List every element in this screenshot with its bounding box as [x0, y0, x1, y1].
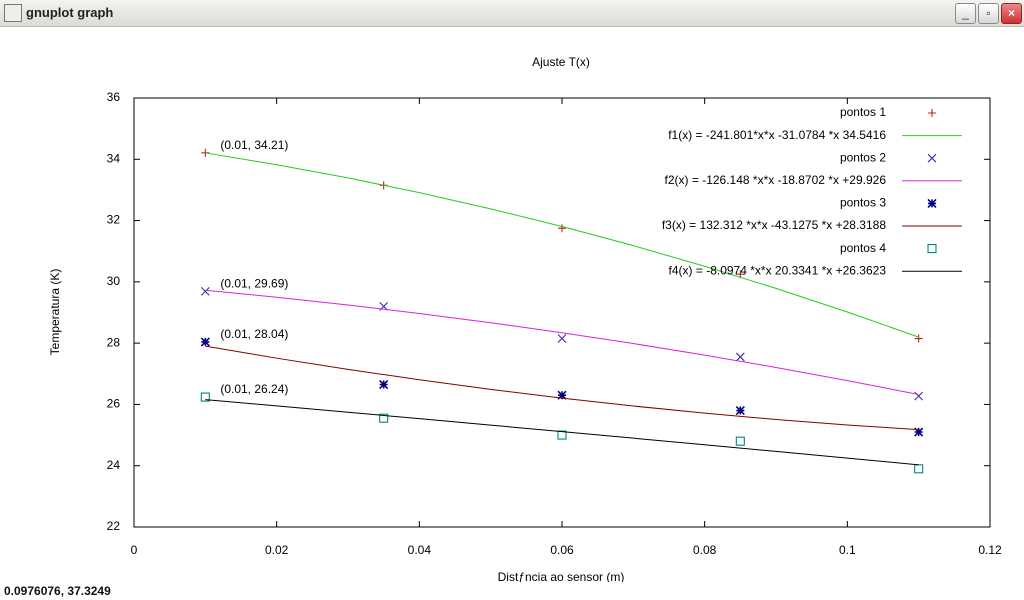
app-icon	[4, 4, 22, 22]
data-point	[557, 390, 567, 400]
annotation: (0.01, 26.24)	[220, 382, 288, 396]
legend-swatch	[928, 109, 936, 117]
data-point	[914, 427, 924, 437]
y-tick-label: 28	[107, 335, 121, 349]
data-point	[914, 334, 923, 343]
x-tick-label: 0.12	[978, 543, 1002, 557]
y-tick-label: 24	[107, 458, 121, 472]
legend-swatch	[927, 244, 937, 254]
annotation: (0.01, 34.21)	[220, 138, 288, 152]
data-point	[201, 148, 210, 157]
data-point	[379, 413, 389, 423]
data-point	[735, 405, 745, 416]
y-tick-label: 36	[107, 90, 121, 104]
legend-label: f3(x) = 132.312 *x*x -43.1275 *x +28.318…	[662, 218, 886, 232]
title-bar: gnuplot graph _ ▫ ×	[0, 0, 1024, 27]
x-tick-label: 0.06	[550, 543, 574, 557]
x-tick-label: 0.02	[265, 543, 289, 557]
legend-label: pontos 4	[840, 241, 886, 255]
chart: Ajuste T(x) Distƒncia ao sensor (m) Temp…	[48, 55, 1002, 582]
legend-swatch	[927, 153, 937, 163]
maximize-button[interactable]: ▫	[978, 3, 999, 24]
chart-title: Ajuste T(x)	[532, 55, 590, 69]
y-tick-label: 32	[107, 213, 121, 227]
legend-label: f4(x) = -8.0974 *x*x 20.3341 *x +26.3623	[669, 263, 887, 277]
legend-label: pontos 1	[840, 105, 886, 119]
data-point	[200, 286, 210, 296]
x-tick-label: 0.1	[839, 543, 856, 557]
y-tick-label: 22	[107, 519, 121, 533]
x-tick-label: 0.08	[693, 543, 717, 557]
fit-curve	[205, 289, 919, 395]
y-tick-label: 34	[107, 151, 121, 165]
y-tick-label: 26	[107, 397, 121, 411]
data-point	[557, 334, 567, 343]
y-axis-label: Temperatura (K)	[48, 269, 62, 356]
fit-curve	[205, 152, 919, 338]
x-tick-label: 0	[131, 543, 138, 557]
data-point	[914, 391, 924, 401]
fit-curve	[205, 399, 919, 466]
window-title: gnuplot graph	[26, 5, 114, 20]
legend-label: f2(x) = -126.148 *x*x -18.8702 *x +29.92…	[665, 173, 887, 187]
legend-swatch	[927, 198, 937, 208]
x-tick-label: 0.04	[408, 543, 432, 557]
status-coordinates: 0.0976076, 37.3249	[4, 584, 111, 598]
fit-curve	[205, 345, 919, 431]
legend-label: pontos 2	[840, 150, 886, 164]
x-axis-label: Distƒncia ao sensor (m)	[498, 570, 625, 582]
data-point	[379, 379, 389, 390]
data-point	[200, 392, 210, 402]
data-point	[557, 430, 567, 440]
data-point	[914, 464, 924, 474]
data-point	[200, 337, 210, 347]
y-tick-label: 30	[107, 274, 121, 288]
legend-label: pontos 3	[840, 196, 886, 210]
minimize-button[interactable]: _	[955, 3, 976, 24]
annotation: (0.01, 28.04)	[220, 327, 288, 341]
annotation: (0.01, 29.69)	[220, 277, 288, 291]
data-point	[558, 224, 566, 233]
data-point	[735, 352, 745, 362]
legend-label: f1(x) = -241.801*x*x -31.0784 *x 34.5416	[668, 128, 886, 142]
data-point	[735, 436, 745, 446]
close-button[interactable]: ×	[1001, 3, 1022, 24]
